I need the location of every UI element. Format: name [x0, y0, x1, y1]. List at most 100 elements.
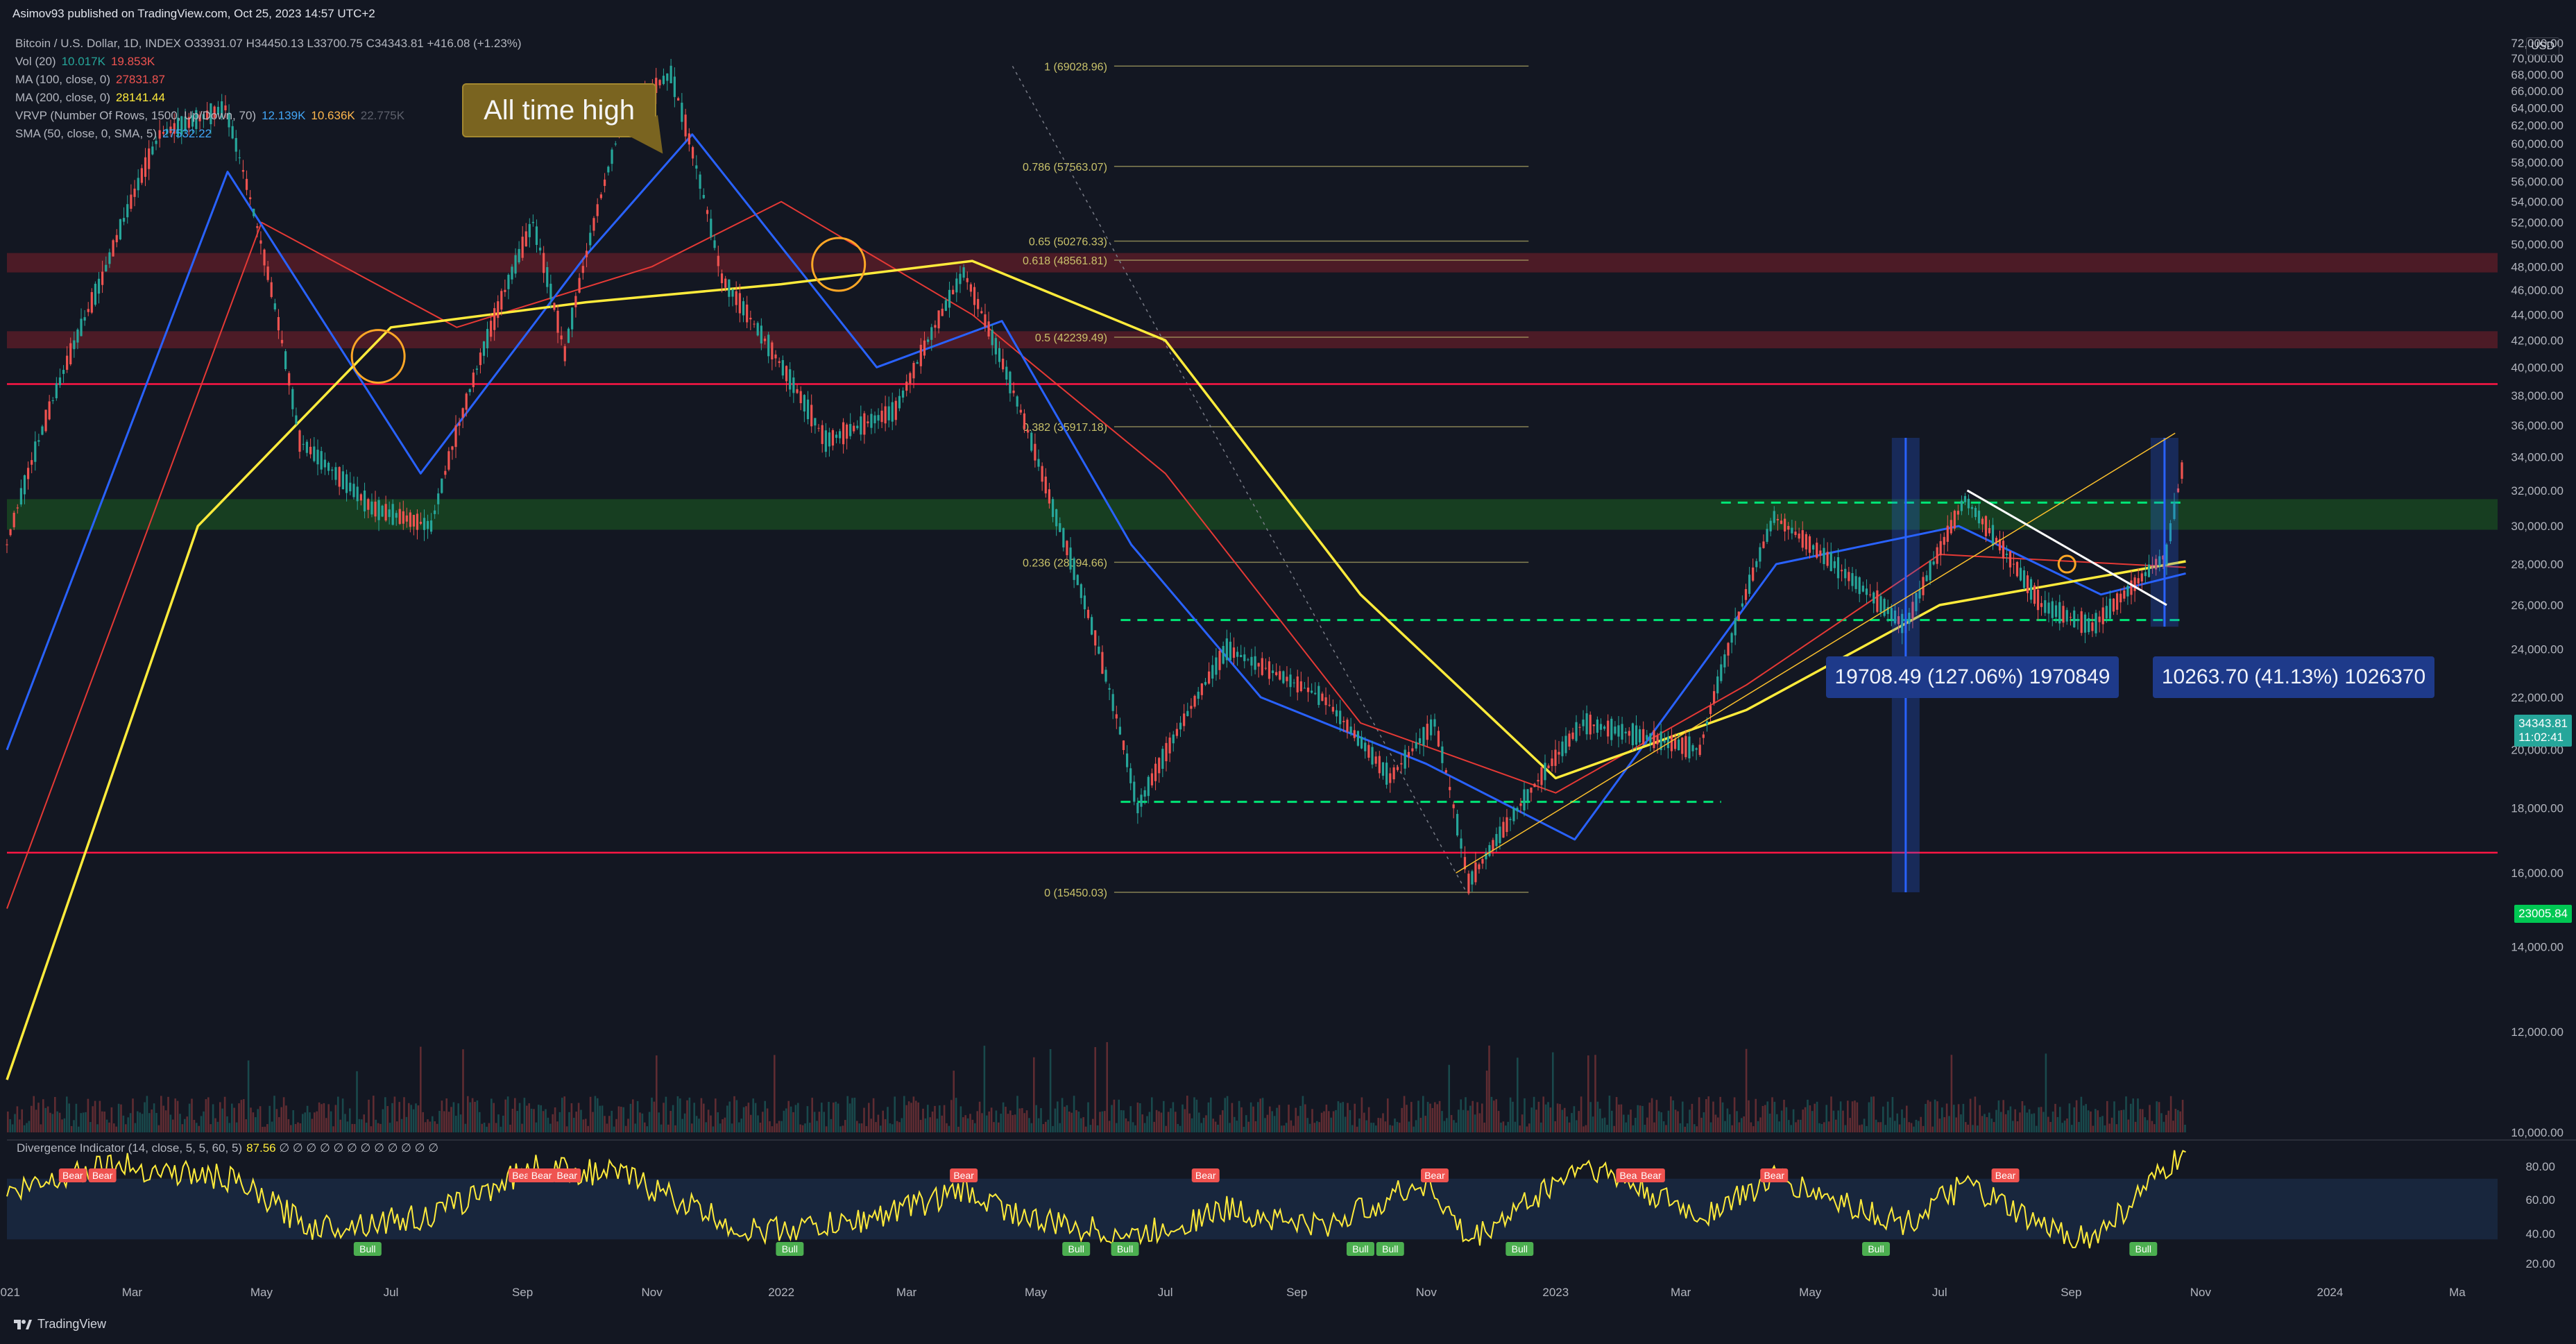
volume-bar — [971, 1119, 974, 1132]
volume-bar — [1580, 1096, 1583, 1132]
volume-bar — [1483, 1122, 1485, 1132]
volume-bar — [715, 1098, 717, 1132]
volume-bar — [858, 1123, 860, 1132]
symbol-legend[interactable]: Bitcoin / U.S. Dollar, 1D, INDEX O33931.… — [15, 37, 522, 50]
volume-bar — [94, 1100, 96, 1132]
volume-bar — [919, 1119, 922, 1132]
volume-bar — [1264, 1118, 1266, 1132]
volume-bar — [1931, 1126, 1934, 1132]
candle-body — [767, 334, 770, 357]
price-tick-label: 58,000.00 — [2511, 156, 2564, 169]
sma50-legend[interactable]: SMA (50, close, 0, SMA, 5) 27532.22 — [15, 125, 522, 143]
volume-bar — [504, 1099, 506, 1132]
candle-body — [1950, 520, 1952, 534]
bull-marker-label: Bull — [1512, 1243, 1528, 1254]
time-label: Nov — [1416, 1286, 1438, 1299]
oscillator-legend[interactable]: Divergence Indicator (14, close, 5, 5, 6… — [17, 1141, 438, 1155]
volume-bar — [1172, 1102, 1175, 1132]
candle-body — [927, 339, 930, 342]
volume-bar — [1049, 1049, 1052, 1132]
candle-body — [341, 471, 344, 490]
volume-bar — [1335, 1109, 1337, 1132]
volume-bar — [1936, 1101, 1938, 1132]
volume-bar — [679, 1098, 681, 1132]
candle-body — [1861, 586, 1864, 592]
time-label: Mar — [122, 1286, 143, 1299]
volume-bar — [1743, 1116, 1745, 1132]
volume-bar — [157, 1125, 160, 1132]
volume-bar — [915, 1100, 917, 1132]
volume-bar — [153, 1103, 155, 1132]
candle-body — [1943, 536, 1945, 545]
ma200-legend[interactable]: MA (200, close, 0) 28141.44 — [15, 89, 522, 107]
candle-body — [738, 293, 741, 314]
volume-bar — [728, 1101, 731, 1132]
candle-body — [2091, 622, 2094, 631]
volume-bar — [1054, 1108, 1057, 1132]
volume-bar — [1478, 1113, 1481, 1132]
volume-bar — [1002, 1102, 1005, 1132]
volume-bar — [70, 1125, 73, 1132]
volume-bar — [1542, 1096, 1544, 1132]
volume-bar — [587, 1125, 589, 1132]
volume-bar — [1670, 1096, 1672, 1132]
volume-bar — [1583, 1126, 1585, 1132]
rising-trendline — [1456, 432, 2176, 874]
volume-bar — [1644, 1124, 1646, 1132]
candle-body — [1211, 665, 1214, 679]
price-tick-label: 26,000.00 — [2511, 599, 2564, 612]
currency-button[interactable]: USD — [2526, 37, 2559, 56]
volume-bar — [2158, 1102, 2160, 1132]
candle-body — [1415, 742, 1417, 749]
volume-bar — [929, 1117, 931, 1132]
candle-body — [66, 355, 69, 370]
volume-bar — [1106, 1041, 1108, 1132]
volume-bar — [1040, 1108, 1042, 1132]
volume-bar — [1827, 1121, 1830, 1132]
candle-body — [1897, 616, 1900, 624]
candle-body — [1638, 729, 1641, 742]
volume-bar — [28, 1121, 31, 1132]
candle-body — [1463, 857, 1467, 869]
volume-bar — [1752, 1126, 1755, 1132]
osc-tick-40: 40.00 — [2525, 1227, 2555, 1241]
volume-bar — [1158, 1111, 1160, 1132]
volume-bar — [1837, 1110, 1839, 1132]
volume-bar — [1965, 1122, 1967, 1132]
ath-callout[interactable]: All time high — [462, 83, 656, 137]
volume-bar — [1273, 1116, 1276, 1132]
bull-marker — [353, 1242, 382, 1256]
volume-bar — [1613, 1125, 1615, 1132]
ma100-legend[interactable]: MA (100, close, 0) 27831.87 — [15, 71, 522, 89]
candle-body — [245, 178, 248, 190]
volume-bar — [1943, 1117, 1945, 1132]
candle-body — [2040, 603, 2043, 607]
volume-bar — [356, 1071, 358, 1132]
measure-label-left[interactable]: 19708.49 (127.06%) 1970849 — [1826, 656, 2119, 698]
volume-bar — [287, 1118, 290, 1132]
candle-body — [916, 361, 919, 364]
tradingview-logo[interactable]: TradingView — [12, 1317, 106, 1332]
candle-body — [1342, 720, 1345, 722]
candle-body — [563, 346, 566, 361]
volume-bar — [1533, 1096, 1535, 1132]
volume-bar — [978, 1101, 981, 1132]
candle-body — [1981, 518, 1984, 525]
price-tick-label: 28,000.00 — [2511, 558, 2564, 571]
candle-body — [1154, 763, 1157, 781]
volume-bar — [2179, 1111, 2181, 1132]
volume-bar — [535, 1122, 538, 1132]
volume-bar — [122, 1115, 125, 1132]
candle-body — [1922, 577, 1925, 595]
volume-bar — [1620, 1104, 1623, 1132]
vrvp-legend[interactable]: VRVP (Number Of Rows, 1500, Up/Down, 70)… — [15, 107, 522, 125]
volume-legend[interactable]: Vol (20) 10.017K 19.853K — [15, 53, 522, 71]
candle-body — [90, 291, 93, 313]
volume-bar — [226, 1116, 228, 1132]
volume-bar — [1030, 1123, 1033, 1132]
measure-label-right[interactable]: 10263.70 (41.13%) 1026370 — [2153, 656, 2434, 698]
volume-bar — [231, 1103, 233, 1132]
volume-bar — [443, 1111, 445, 1132]
volume-bar — [1007, 1114, 1009, 1132]
